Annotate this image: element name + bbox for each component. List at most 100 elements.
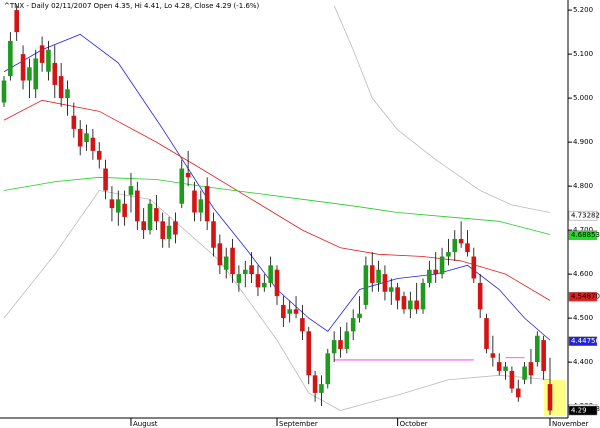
- candle-body: [90, 137, 96, 151]
- candle-body: [173, 221, 178, 235]
- candle-body: [115, 199, 121, 213]
- candle-body: [528, 362, 534, 376]
- y-tick-label: 5.100: [573, 50, 593, 58]
- candle-body: [39, 45, 45, 63]
- candle-body: [427, 269, 432, 283]
- candle-body: [230, 247, 235, 275]
- candle-body: [96, 150, 102, 160]
- candle-body: [420, 282, 426, 310]
- candle-body: [300, 318, 305, 332]
- candle-body: [77, 128, 83, 147]
- candle-body: [211, 221, 216, 248]
- candle-body: [198, 199, 204, 213]
- candle-body: [477, 282, 483, 310]
- candle-body: [109, 199, 115, 209]
- candle-body: [484, 318, 489, 349]
- candle-body: [509, 370, 515, 389]
- candle-body: [33, 58, 39, 90]
- candle-body: [135, 190, 140, 222]
- candle-body: [27, 67, 32, 81]
- candle-body: [344, 331, 350, 349]
- candle-body: [446, 252, 451, 257]
- candle-body: [217, 243, 223, 266]
- indicator-line: [3, 190, 551, 411]
- y-tick-label: 4.500: [573, 314, 593, 322]
- y-tick-label: 4.700: [573, 226, 593, 234]
- candle-body: [306, 331, 312, 376]
- candle-body: [331, 340, 337, 354]
- candle-body: [58, 76, 64, 99]
- indicator-line: [3, 33, 551, 341]
- candle-body: [490, 353, 496, 358]
- price-label-box: [568, 291, 598, 302]
- candle-body: [179, 168, 185, 204]
- candle-body: [395, 287, 400, 301]
- candle-body: [268, 265, 273, 283]
- candle-body: [65, 89, 70, 99]
- candle-body: [46, 49, 51, 72]
- candle-body: [496, 362, 502, 371]
- candle-body: [103, 168, 108, 191]
- candle-body: [401, 296, 407, 310]
- y-tick-label: 4.900: [573, 138, 593, 146]
- price-label: 4.73282: [571, 212, 600, 220]
- candle-body: [236, 274, 242, 283]
- candle-body: [204, 186, 210, 222]
- candle-body: [20, 54, 26, 81]
- candle-body: [147, 203, 153, 231]
- candle-body: [458, 238, 464, 244]
- candle-body: [185, 172, 191, 178]
- candle-body: [154, 208, 159, 222]
- candle-body: [293, 309, 299, 314]
- candle-body: [242, 269, 248, 275]
- candle-body: [452, 238, 458, 253]
- candle-body: [128, 186, 134, 195]
- price-label: 4.68853: [571, 231, 600, 239]
- y-tick-label: 4.400: [573, 358, 593, 366]
- candle-body: [465, 243, 470, 253]
- x-tick-label: October: [400, 420, 428, 428]
- candle-body: [522, 366, 527, 380]
- candle-body: [166, 225, 172, 239]
- x-tick-label: November: [552, 420, 589, 428]
- y-tick-label: 5.000: [573, 94, 593, 102]
- candle-body: [357, 313, 362, 319]
- y-tick-label: 5.200: [573, 6, 593, 14]
- candle-body: [325, 353, 331, 385]
- x-tick-label: August: [133, 420, 158, 428]
- candle-body: [274, 269, 280, 297]
- price-label-box: [568, 230, 598, 240]
- candle-body: [223, 256, 229, 270]
- candle-body: [388, 287, 394, 292]
- highlight-box: [544, 380, 566, 416]
- candle-body: [281, 304, 286, 319]
- candle-body: [547, 384, 553, 411]
- candle-body: [515, 388, 521, 398]
- candle-body: [369, 265, 375, 283]
- price-label: 4.44756: [571, 337, 600, 345]
- candle-body: [376, 269, 381, 283]
- price-label: 4.29: [571, 407, 587, 415]
- candle-body: [312, 375, 318, 393]
- candle-body: [84, 133, 89, 143]
- candle-body: [255, 274, 261, 288]
- candle-body: [1, 80, 7, 103]
- candle-body: [192, 190, 197, 213]
- candle-body: [14, 10, 19, 33]
- candle-body: [338, 340, 343, 349]
- candle-body: [414, 300, 419, 310]
- candle-body: [433, 269, 439, 275]
- candle-body: [382, 274, 388, 292]
- y-tick-label: 4.600: [573, 270, 593, 278]
- indicator-line: [3, 176, 551, 235]
- x-tick-label: September: [279, 420, 318, 428]
- candle-body: [141, 221, 146, 231]
- price-label-box: [568, 405, 598, 416]
- candle-body: [535, 335, 540, 363]
- candle-body: [52, 62, 58, 85]
- candle-body: [541, 340, 546, 371]
- candle-body: [249, 265, 254, 275]
- indicator-line: [3, 99, 551, 301]
- candle-body: [287, 309, 292, 314]
